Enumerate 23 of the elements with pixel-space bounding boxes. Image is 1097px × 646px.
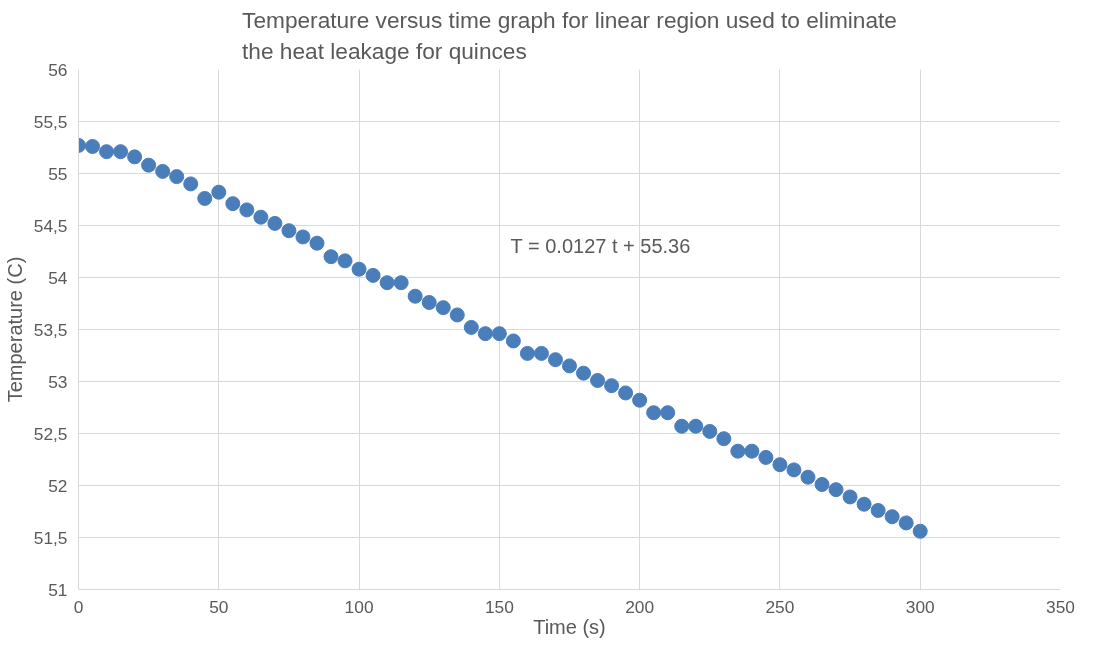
y-tick-label: 53 xyxy=(48,371,68,392)
x-tick-label: 300 xyxy=(905,596,935,617)
y-tick-label: 56 xyxy=(48,59,68,80)
y-tick-label: 51,5 xyxy=(33,527,68,548)
x-tick-label: 100 xyxy=(344,596,374,617)
x-tick-label: 50 xyxy=(209,596,229,617)
chart-title: Temperature versus time graph for linear region used to eliminate the heat leakage for quinces xyxy=(242,7,897,65)
x-tick-label: 350 xyxy=(1046,596,1075,617)
x-tick-label: 0 xyxy=(73,596,84,617)
x-axis-title: Time (s) xyxy=(533,615,606,638)
x-tick-label: 150 xyxy=(484,596,514,617)
y-tick-label: 53,5 xyxy=(33,319,68,340)
x-tick-label: 250 xyxy=(765,596,795,617)
y-tick-label: 52 xyxy=(48,475,68,496)
annotation: T = 0.0127 t + 55.36 xyxy=(510,234,691,257)
y-axis-title: Temperature (C) xyxy=(3,256,26,403)
y-tick-label: 54,5 xyxy=(33,215,68,236)
y-tick-label: 52,5 xyxy=(33,423,68,444)
y-tick-label: 55 xyxy=(48,163,68,184)
x-tick-label: 200 xyxy=(625,596,655,617)
y-tick-label: 54 xyxy=(48,267,68,288)
y-tick-label: 55,5 xyxy=(33,111,68,132)
y-tick-label: 51 xyxy=(48,579,68,600)
